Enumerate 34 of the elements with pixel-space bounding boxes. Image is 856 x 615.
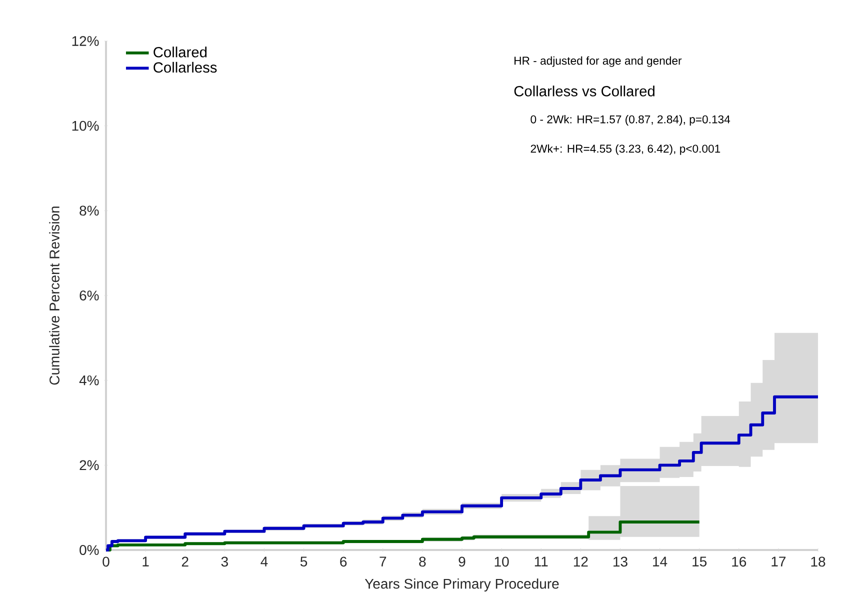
annotation: Collarless vs Collared: [514, 86, 654, 96]
y-tick-label: 12%: [72, 36, 99, 46]
x-tick-label: 8: [419, 556, 426, 567]
x-tick-label: 17: [772, 556, 786, 566]
y-tick-label: 4%: [79, 375, 99, 386]
x-tick-label: 1: [142, 556, 149, 566]
x-tick-label: 6: [340, 556, 347, 567]
x-tick-label: 5: [300, 556, 308, 566]
annotation: 2Wk+: HR=4.55 (3.23, 6.42), p<0.001: [530, 144, 720, 155]
x-tick-label: 13: [614, 556, 628, 567]
x-tick-label: 10: [494, 556, 509, 567]
y-tick-label: 10%: [72, 120, 99, 131]
legend-label: Collared: [154, 46, 207, 58]
x-tick-label: 4: [260, 556, 268, 566]
x-tick-label: 12: [574, 556, 588, 566]
y-tick-label: 2%: [80, 460, 99, 470]
legend-label: Collarless: [154, 62, 217, 73]
x-tick-label: 15: [692, 556, 707, 566]
x-tick-label: 2: [182, 556, 188, 566]
x-tick-label: 0: [102, 556, 110, 567]
y-tick-label: 6%: [80, 290, 99, 300]
x-axis-title: Years Since Primary Procedure: [364, 578, 559, 592]
x-tick-label: 3: [221, 556, 228, 567]
x-tick-label: 11: [534, 556, 548, 566]
x-tick-label: 16: [732, 556, 746, 567]
x-tick-label: 14: [653, 556, 668, 566]
x-tick-label: 9: [458, 556, 466, 567]
x-tick-label: 18: [811, 556, 826, 567]
annotation: HR - adjusted for age and gender: [514, 56, 682, 67]
y-axis-title: Cumulative Percent Revision: [49, 206, 60, 385]
x-tick-label: 7: [380, 556, 386, 566]
y-tick-label: 0%: [80, 545, 99, 555]
y-tick-label: 8%: [80, 206, 99, 216]
annotation: 0 - 2Wk: HR=1.57 (0.87, 2.84), p=0.134: [530, 115, 730, 126]
